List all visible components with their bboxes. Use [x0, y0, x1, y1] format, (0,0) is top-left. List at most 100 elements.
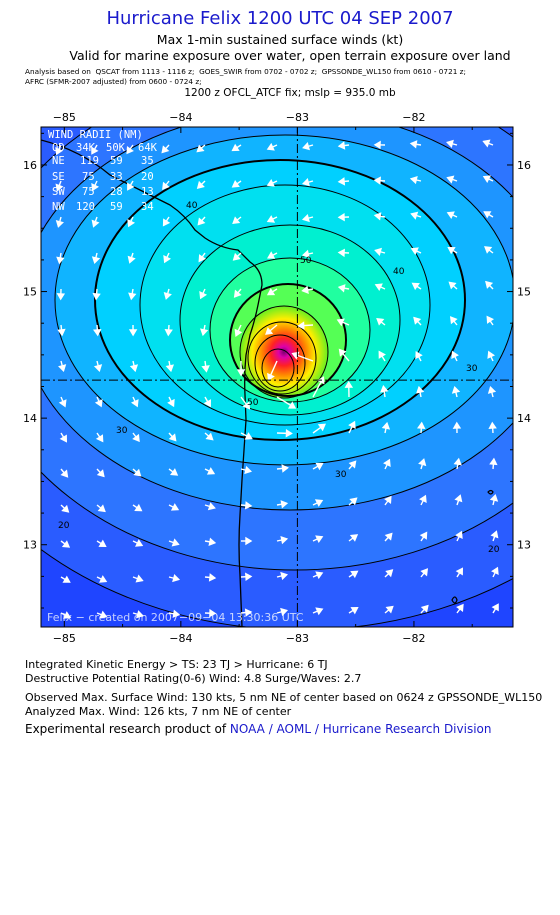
wind-vector-head	[484, 246, 493, 254]
wind-vector-head	[61, 540, 71, 548]
wind-vector-head	[315, 571, 324, 580]
wind-radii-row: SE 75 33 20	[52, 171, 154, 183]
contour-label: 30	[335, 470, 347, 480]
wind-vector-head	[380, 384, 389, 393]
wind-vector-head	[132, 433, 140, 443]
wind-vector-head	[196, 180, 205, 189]
wind-vector-head	[203, 399, 212, 408]
wind-vector-head	[56, 256, 65, 265]
wind-vector-head	[267, 251, 276, 259]
wind-vector-head	[197, 217, 206, 226]
wind-vector-head	[128, 292, 137, 301]
wind-vector-head	[482, 139, 491, 148]
lon-label-bottom: −82	[402, 632, 425, 645]
wind-vector-head	[420, 568, 429, 577]
wind-vector-head	[373, 212, 382, 221]
wind-vectors	[55, 139, 499, 619]
lon-label-bottom: −84	[169, 632, 192, 645]
wind-radii-row: NW 120 59 34	[52, 201, 154, 213]
wind-vector-head	[315, 607, 324, 616]
wind-vector-head	[315, 462, 324, 471]
wind-vector-head	[378, 350, 386, 359]
contour-label: 50	[247, 398, 259, 408]
wind-vector-head	[59, 434, 68, 443]
wind-vector-head	[199, 291, 208, 300]
wind-vector-head	[91, 146, 99, 155]
wind-vector-head	[449, 316, 458, 325]
fix-info: 1200 z OFCL_ATCF fix; mslp = 935.0 mb	[184, 87, 396, 99]
wind-vector-head	[455, 530, 463, 539]
wind-vector-head	[280, 571, 289, 581]
lon-label-top: −83	[286, 111, 309, 124]
wind-vector-head	[58, 364, 67, 373]
wind-vector-head	[55, 183, 64, 192]
map-title: Hurricane Felix 1200 UTC 04 SEP 2007	[106, 8, 454, 29]
wind-vector-head	[416, 385, 425, 394]
wind-vector-head	[244, 465, 253, 475]
wind-vector-head	[127, 255, 136, 264]
wind-vector-head	[411, 282, 420, 291]
wind-vector-head	[96, 469, 105, 478]
wind-vector-head	[297, 321, 305, 330]
wind-vector-head	[128, 329, 138, 337]
observed-max-wind: Observed Max. Surface Wind: 130 kts, 5 n…	[25, 691, 543, 704]
lon-label-top: −84	[169, 111, 192, 124]
wind-vector-head	[91, 183, 100, 192]
wind-vector-head	[163, 292, 172, 300]
wind-vector-head	[447, 246, 456, 255]
wind-vector-head	[98, 539, 107, 548]
dpr-line: Destructive Potential Rating(0-6) Wind: …	[25, 672, 362, 685]
wind-vector-head	[488, 421, 497, 429]
wind-vector-head	[482, 175, 491, 184]
axis-labels: −85 −84 −83 −82 −85 −84 −83 −82 16 15 14…	[23, 111, 531, 645]
wind-vector-head	[348, 420, 356, 429]
analysis-sources: Analysis based on QSCAT from 1113 - 1116…	[25, 67, 466, 87]
wind-vector-head	[127, 182, 135, 191]
wind-vector-head	[419, 531, 428, 540]
wind-vector-head	[491, 603, 499, 612]
wind-vector-head	[483, 211, 492, 219]
wind-vector-head	[161, 145, 170, 154]
wind-field-map: 20 30 30 40 40 50 20 30 50 −85 −84 −83 −…	[23, 111, 531, 645]
hrd-link[interactable]: NOAA / AOML / Hurricane Research Divisio…	[229, 722, 492, 736]
wind-radii-header: QD 34K 50K 64K	[52, 142, 158, 154]
wind-vector-head	[172, 573, 181, 583]
wind-vector-head	[55, 147, 63, 156]
wind-vector-head	[244, 432, 253, 440]
wind-radii-cell: 33	[110, 171, 123, 183]
wind-vector-head	[285, 429, 293, 438]
wind-vector-head	[244, 501, 253, 510]
wind-vector-head	[280, 500, 289, 509]
wind-vector-head	[317, 423, 327, 432]
wind-vector-head	[236, 369, 246, 377]
map-credit: Felix − created on 2007−09−04 13:30:36 U…	[47, 611, 304, 624]
wind-vector-head	[489, 457, 498, 466]
wind-radii-cell: 34K	[76, 142, 96, 154]
wind-radii-cell: 13	[141, 186, 154, 198]
analysis-line-1: Analysis based on QSCAT from 1113 - 1116…	[25, 67, 466, 76]
wind-vector-head	[93, 364, 103, 373]
wind-vector-head	[490, 530, 499, 539]
ike-line: Integrated Kinetic Energy > TS: 23 TJ > …	[25, 658, 328, 671]
wind-vector-head	[135, 610, 144, 619]
wind-vector-head	[453, 457, 462, 466]
wind-vector-head	[452, 421, 462, 429]
wind-vector-head	[315, 535, 324, 544]
map-subtitle-exposure: Valid for marine exposure over water, op…	[69, 48, 511, 63]
wind-radii-cell: 34	[141, 201, 154, 213]
wind-vector-head	[344, 380, 354, 388]
wind-vector-head	[165, 364, 174, 373]
wind-vector-head	[126, 146, 134, 155]
axis-ticks	[41, 127, 513, 627]
wind-vector-head	[302, 142, 310, 151]
wind-vector-head	[92, 292, 101, 301]
wind-vector-head	[129, 364, 139, 373]
wind-vector-head	[487, 350, 496, 359]
wind-vector-head	[314, 499, 324, 507]
wind-vector-head	[383, 458, 391, 467]
wind-vector-head	[301, 249, 310, 259]
wind-vector-head	[410, 211, 419, 220]
wind-vector-head	[385, 605, 394, 614]
wind-vector-head	[446, 211, 455, 220]
wind-vector-head	[168, 433, 177, 442]
